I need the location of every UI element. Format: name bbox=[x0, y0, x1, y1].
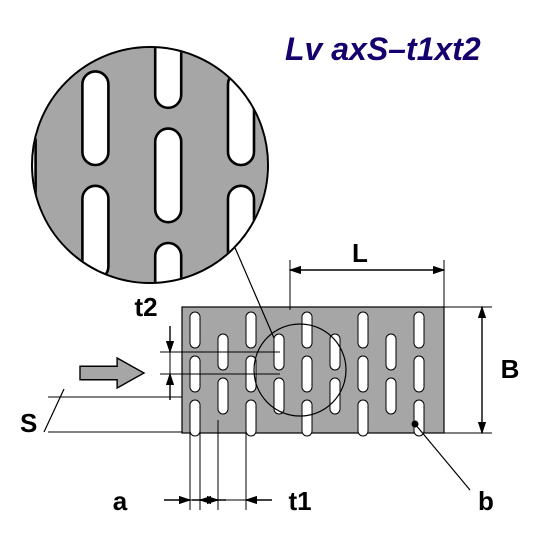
dim-label-a: a bbox=[113, 486, 128, 516]
dim-label-b: b bbox=[478, 486, 494, 516]
dim-label-S: S bbox=[20, 408, 37, 438]
direction-arrow bbox=[80, 358, 144, 388]
title-text: Lv axS–t1xt2 bbox=[285, 31, 481, 67]
dim-label-L: L bbox=[352, 238, 368, 268]
dim-label-t2: t2 bbox=[134, 292, 157, 322]
dim-label-t1: t1 bbox=[288, 486, 311, 516]
dim-label-B: B bbox=[501, 354, 520, 384]
